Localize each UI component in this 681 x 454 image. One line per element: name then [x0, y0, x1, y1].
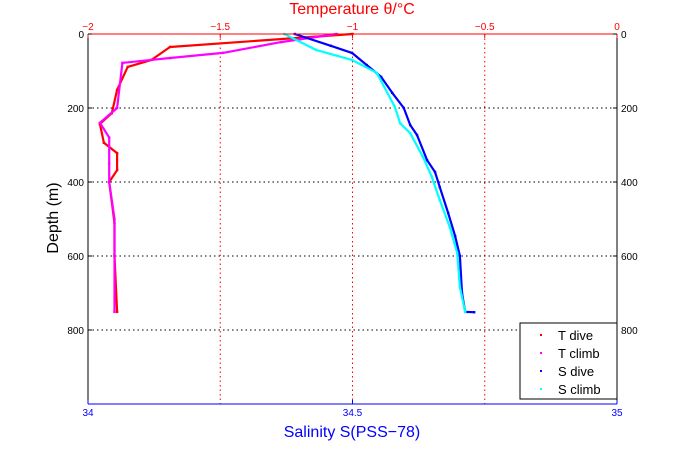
data-point [448, 225, 452, 229]
data-point [415, 133, 419, 137]
data-point [438, 198, 441, 202]
left-tick-label: 600 [67, 252, 84, 263]
series-line-s-dive [294, 32, 475, 314]
series-line-s-climb [283, 33, 467, 313]
data-point [115, 88, 119, 92]
data-point [425, 158, 429, 162]
top-tick-label: 0 [614, 22, 620, 33]
right-tick-label: 800 [621, 326, 638, 337]
data-point [350, 51, 354, 55]
data-point [279, 40, 283, 44]
legend-marker [540, 388, 542, 390]
legend-label: S dive [558, 364, 594, 379]
data-point [115, 106, 119, 110]
x-axis-title: Salinity S(PSS−78) [284, 424, 421, 441]
legend-label: S climb [558, 382, 601, 397]
bottom-tick-label: 34.5 [343, 408, 363, 419]
data-point [350, 58, 354, 62]
data-point [393, 105, 397, 109]
data-point [113, 217, 116, 221]
series-line-t-dive [98, 32, 353, 312]
data-point [115, 168, 119, 172]
top-axis-title: Temperature θ/°C [289, 1, 415, 18]
data-point [398, 121, 402, 125]
top-tick-label: −1.5 [210, 22, 230, 33]
series-layer [98, 32, 476, 314]
data-point [379, 75, 383, 79]
data-point [438, 185, 441, 189]
legend-marker [540, 370, 542, 372]
data-point [329, 44, 333, 48]
right-tick-label: 0 [621, 30, 627, 41]
data-point [115, 310, 119, 314]
data-point [458, 254, 462, 258]
data-point [458, 285, 462, 289]
left-tick-label: 400 [67, 178, 84, 189]
legend-marker [540, 334, 542, 336]
bottom-tick-label: 35 [611, 408, 623, 419]
grid [88, 34, 617, 404]
bottom-tick-label: 34 [82, 408, 94, 419]
data-point [115, 151, 119, 155]
data-point [375, 71, 379, 75]
data-point [107, 136, 111, 139]
data-point [453, 234, 457, 238]
data-point [314, 48, 318, 52]
data-point [408, 123, 412, 127]
legend: T dive T climb S dive S climb [519, 322, 618, 400]
legend-marker [540, 352, 542, 354]
data-point [408, 131, 412, 135]
y-axis-title: Depth (m) [45, 182, 62, 253]
left-tick-label: 200 [67, 104, 84, 115]
data-point [107, 180, 111, 184]
data-point [402, 106, 406, 110]
legend-label: T climb [558, 346, 600, 361]
right-tick-label: 400 [621, 178, 638, 189]
data-point [390, 91, 394, 95]
legend-box [519, 322, 618, 400]
top-tick-label: −1 [347, 22, 359, 33]
data-point [433, 170, 437, 174]
left-tick-label: 800 [67, 326, 84, 337]
data-point [121, 61, 124, 65]
right-tick-label: 200 [621, 104, 638, 115]
data-point [447, 211, 450, 215]
data-point [113, 310, 116, 314]
data-point [365, 63, 368, 67]
data-point [168, 45, 172, 49]
data-point [421, 155, 425, 159]
data-point [102, 141, 106, 144]
data-point [221, 51, 225, 55]
data-point [98, 121, 102, 124]
legend-label: T dive [558, 328, 593, 343]
series-line-t-climb [98, 32, 337, 312]
data-point [472, 311, 476, 314]
data-point [126, 65, 129, 69]
data-point [430, 175, 434, 179]
top-tick-label: −0.5 [475, 22, 495, 33]
data-point [168, 56, 172, 60]
top-tick-label: −2 [82, 22, 94, 33]
left-tick-label: 0 [78, 30, 84, 41]
data-point [463, 310, 467, 314]
data-point [107, 162, 111, 165]
data-point [456, 251, 459, 255]
right-tick-label: 600 [621, 252, 638, 263]
